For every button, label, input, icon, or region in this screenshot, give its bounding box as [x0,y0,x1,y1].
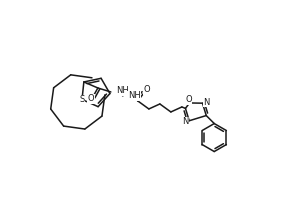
Text: O: O [88,94,94,103]
Text: O: O [185,95,192,104]
Text: NH: NH [128,91,141,100]
Text: O: O [143,85,150,94]
Text: N: N [203,98,210,107]
Text: NH: NH [116,86,129,95]
Text: N: N [182,117,188,126]
Text: S: S [80,95,85,104]
